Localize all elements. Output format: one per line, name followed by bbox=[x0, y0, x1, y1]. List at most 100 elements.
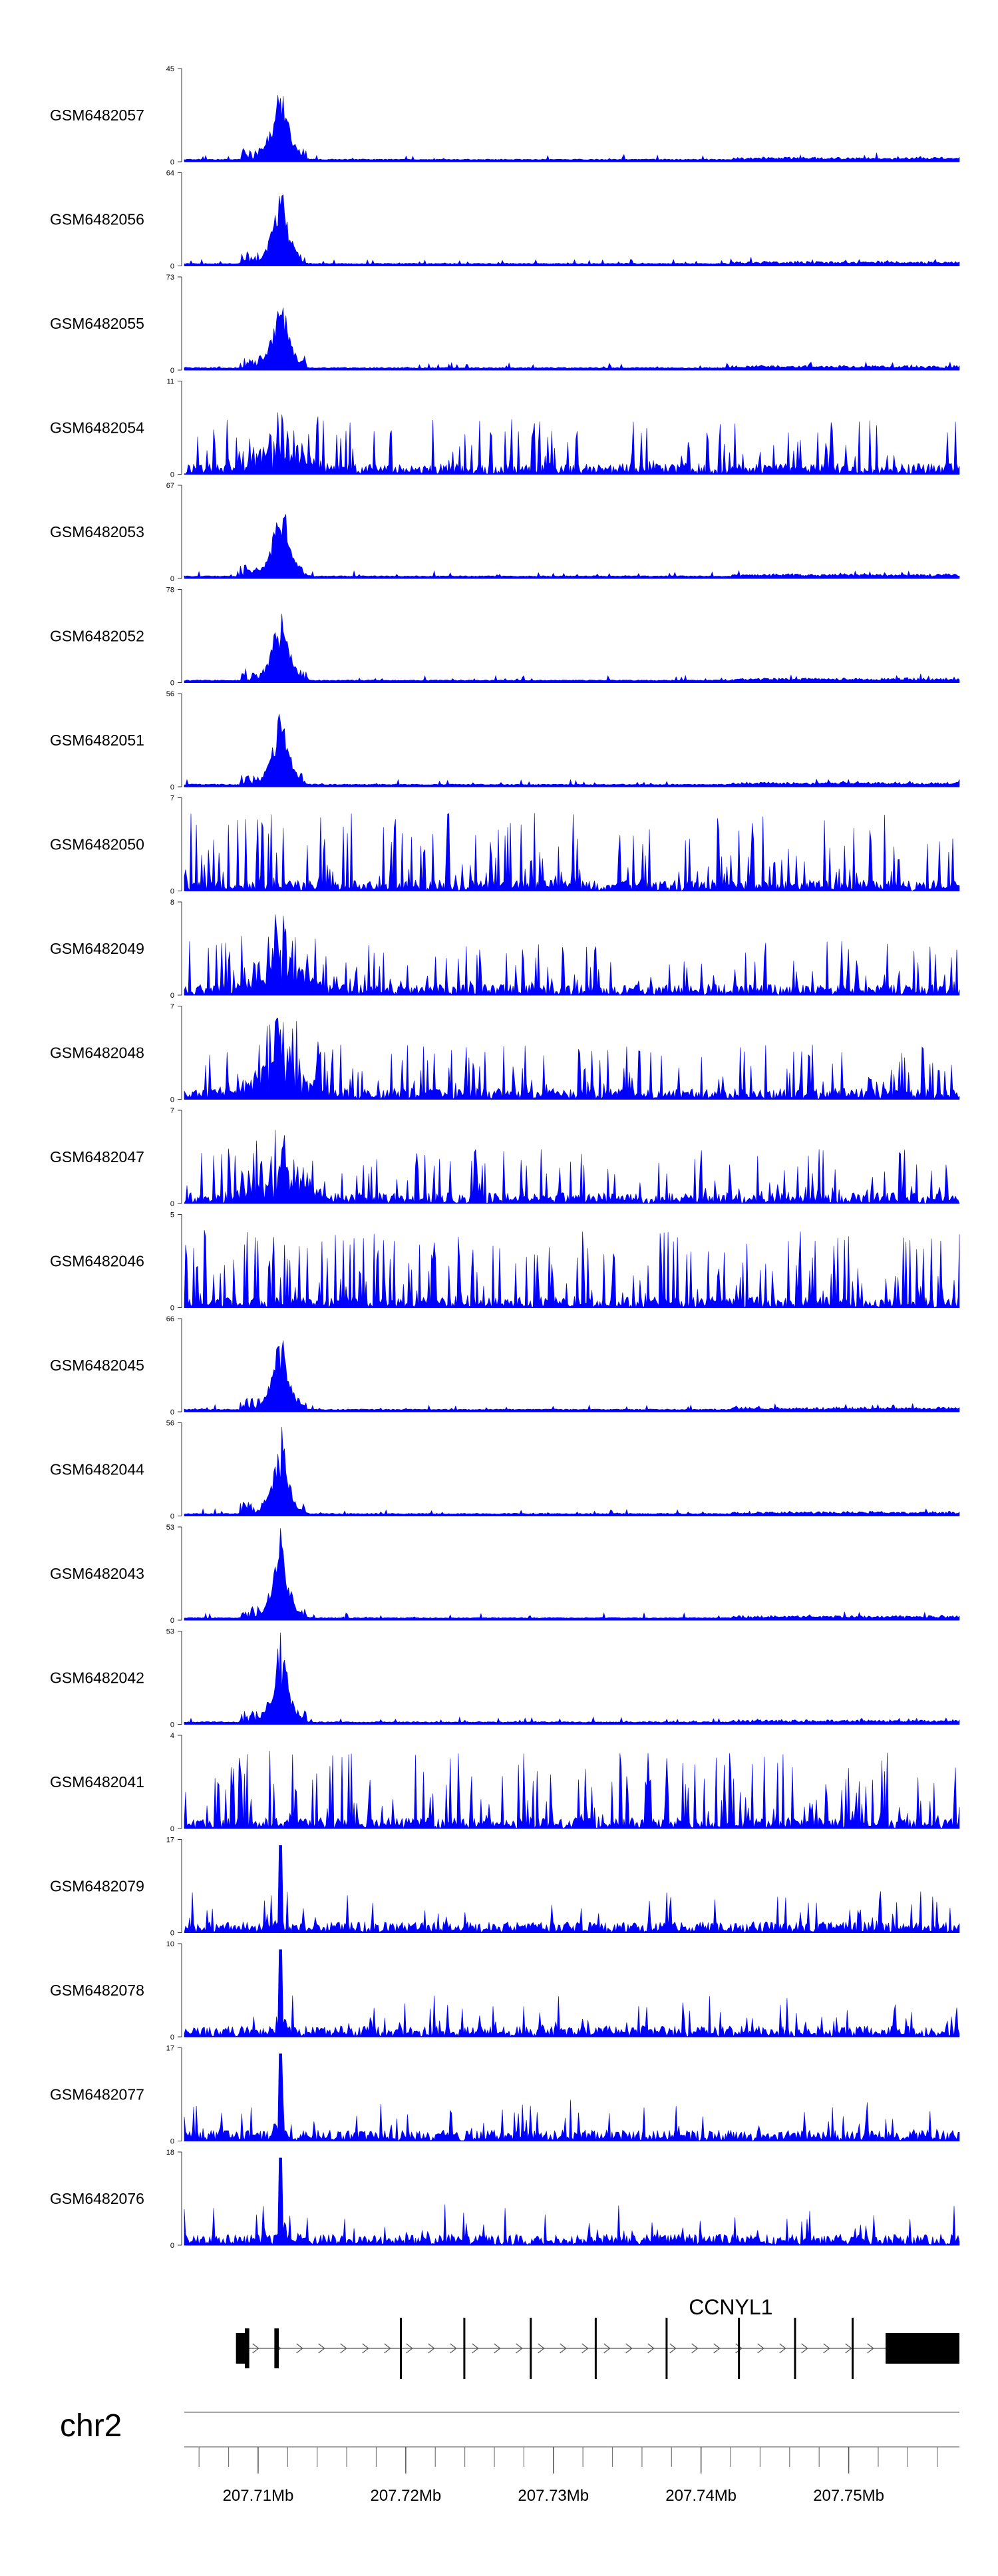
track-GSM6482046: GSM6482046 5 0 bbox=[50, 1211, 960, 1313]
y-max-label: 56 bbox=[166, 1420, 174, 1428]
y-max-label: 11 bbox=[167, 378, 174, 386]
coverage-area bbox=[184, 1751, 960, 1829]
chromosome-label: chr2 bbox=[60, 2408, 122, 2444]
strand-chevron bbox=[318, 2343, 325, 2354]
track-GSM6482042: GSM6482042 53 0 bbox=[50, 1628, 960, 1729]
y-min-label: 0 bbox=[170, 2034, 174, 2041]
coverage-area bbox=[184, 1340, 960, 1412]
strand-chevron bbox=[735, 2343, 743, 2354]
track-GSM6482050: GSM6482050 7 0 bbox=[50, 795, 960, 896]
y-max-label: 67 bbox=[166, 482, 174, 490]
strand-chevron bbox=[450, 2343, 457, 2354]
coverage-area bbox=[184, 95, 960, 162]
y-min-label: 0 bbox=[170, 367, 174, 375]
y-min-label: 0 bbox=[170, 471, 174, 479]
coverage-area bbox=[184, 914, 960, 996]
strand-chevron bbox=[296, 2343, 303, 2354]
track-GSM6482044: GSM6482044 56 0 bbox=[50, 1420, 960, 1521]
track-label: GSM6482048 bbox=[50, 1044, 144, 1062]
y-max-label: 7 bbox=[170, 795, 174, 803]
strand-chevron bbox=[362, 2343, 369, 2354]
track-GSM6482041: GSM6482041 4 0 bbox=[50, 1732, 960, 1833]
strand-chevron bbox=[472, 2343, 479, 2354]
y-min-label: 0 bbox=[170, 1200, 174, 1208]
track-GSM6482052: GSM6482052 78 0 bbox=[50, 586, 960, 688]
exon bbox=[852, 2318, 854, 2379]
y-min-label: 0 bbox=[170, 1408, 174, 1416]
y-max-label: 10 bbox=[166, 1940, 174, 1948]
y-min-label: 0 bbox=[170, 263, 174, 271]
exon bbox=[665, 2318, 668, 2379]
y-max-label: 7 bbox=[170, 1003, 174, 1011]
y-min-label: 0 bbox=[170, 992, 174, 1000]
y-min-label: 0 bbox=[170, 680, 174, 688]
y-min-label: 0 bbox=[170, 1096, 174, 1104]
strand-chevron bbox=[669, 2343, 677, 2354]
y-min-label: 0 bbox=[170, 1513, 174, 1521]
coverage-area bbox=[184, 2157, 960, 2246]
track-GSM6482055: GSM6482055 73 0 bbox=[50, 274, 960, 375]
coverage-area bbox=[184, 1949, 960, 2038]
track-label: GSM6482050 bbox=[50, 836, 144, 853]
strand-chevron bbox=[406, 2343, 413, 2354]
strand-chevron bbox=[779, 2343, 786, 2354]
coverage-area bbox=[184, 1426, 960, 1516]
y-min-label: 0 bbox=[170, 1617, 174, 1625]
coverage-tracks: GSM6482057450GSM6482056640GSM6482055730G… bbox=[50, 65, 960, 2250]
y-min-label: 0 bbox=[170, 2242, 174, 2250]
axis-tick-label: 207.75Mb bbox=[813, 2487, 884, 2505]
track-label: GSM6482044 bbox=[50, 1461, 144, 1478]
track-GSM6482077: GSM6482077 17 0 bbox=[50, 2045, 960, 2146]
coverage-area bbox=[184, 1528, 960, 1621]
track-label: GSM6482076 bbox=[50, 2190, 144, 2207]
y-min-label: 0 bbox=[170, 783, 174, 791]
y-min-label: 0 bbox=[170, 158, 174, 166]
strand-chevron bbox=[603, 2343, 611, 2354]
track-label: GSM6482078 bbox=[50, 1982, 144, 1999]
exon bbox=[236, 2333, 245, 2364]
exon bbox=[399, 2318, 402, 2379]
strand-chevron bbox=[538, 2343, 545, 2354]
track-label: GSM6482077 bbox=[50, 2086, 144, 2103]
exon bbox=[274, 2328, 279, 2368]
y-max-label: 53 bbox=[166, 1628, 174, 1636]
exon bbox=[886, 2333, 959, 2364]
coverage-area bbox=[184, 813, 960, 892]
track-GSM6482047: GSM6482047 7 0 bbox=[50, 1107, 960, 1208]
gene-track: CCNYL1 bbox=[236, 2295, 959, 2379]
y-max-label: 45 bbox=[166, 65, 174, 73]
axis-tick-label: 207.74Mb bbox=[665, 2487, 737, 2505]
track-label: GSM6482046 bbox=[50, 1253, 144, 1270]
y-max-label: 7 bbox=[170, 1107, 174, 1115]
track-GSM6482076: GSM6482076 18 0 bbox=[50, 2149, 960, 2250]
strand-chevron bbox=[582, 2343, 589, 2354]
track-label: GSM6482053 bbox=[50, 523, 144, 540]
strand-chevron bbox=[845, 2343, 852, 2354]
coverage-area bbox=[184, 412, 960, 475]
y-min-label: 0 bbox=[170, 575, 174, 583]
track-label: GSM6482054 bbox=[50, 419, 144, 437]
axis-tick-label: 207.71Mb bbox=[223, 2487, 294, 2505]
y-max-label: 53 bbox=[166, 1524, 174, 1532]
strand-chevron bbox=[757, 2343, 764, 2354]
strand-chevron bbox=[560, 2343, 567, 2354]
track-GSM6482056: GSM6482056 64 0 bbox=[50, 170, 960, 271]
strand-chevron bbox=[801, 2343, 808, 2354]
coverage-area bbox=[184, 194, 960, 266]
y-min-label: 0 bbox=[170, 1721, 174, 1729]
track-GSM6482048: GSM6482048 7 0 bbox=[50, 1003, 960, 1104]
y-max-label: 66 bbox=[166, 1315, 174, 1323]
track-GSM6482078: GSM6482078 10 0 bbox=[50, 1940, 960, 2041]
y-min-label: 0 bbox=[170, 1930, 174, 1938]
coverage-area bbox=[184, 2053, 960, 2142]
y-max-label: 18 bbox=[166, 2149, 174, 2157]
track-label: GSM6482052 bbox=[50, 628, 144, 645]
coverage-area bbox=[184, 1017, 960, 1100]
coverage-area bbox=[184, 1230, 960, 1309]
strand-chevron bbox=[494, 2343, 501, 2354]
coverage-area bbox=[184, 308, 960, 371]
exon bbox=[244, 2328, 250, 2368]
track-label: GSM6482045 bbox=[50, 1357, 144, 1374]
coverage-area bbox=[184, 614, 960, 683]
